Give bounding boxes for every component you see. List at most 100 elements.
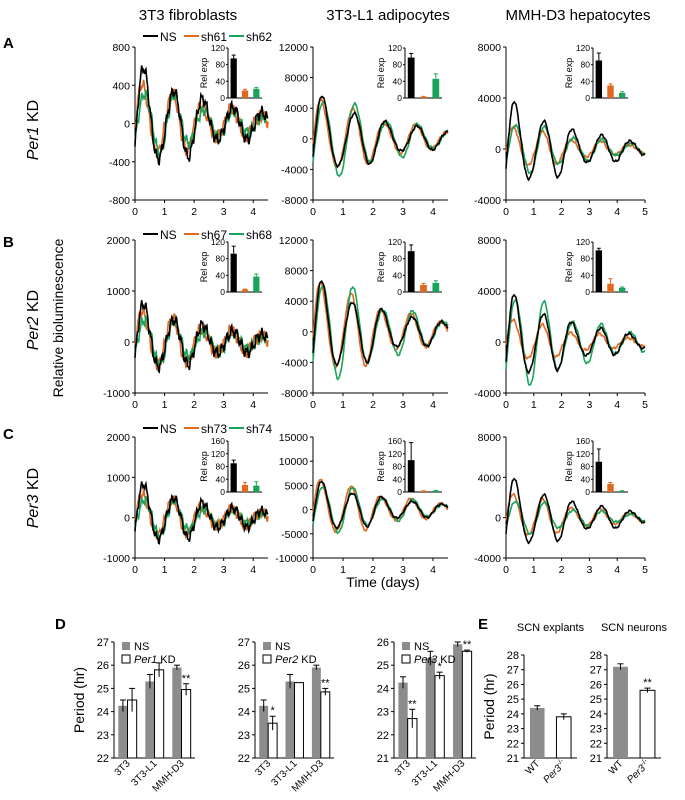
y-tick-label: 25 (377, 660, 389, 672)
inset-y-tick-label: 40 (393, 270, 403, 280)
bar-ns (398, 682, 408, 758)
trace-ns (134, 480, 269, 545)
category-label: Per3-/- (625, 757, 654, 786)
panel-letter-a: A (3, 35, 14, 52)
trace-kd2 (505, 499, 646, 536)
category-name: WT (607, 758, 626, 777)
trace-kd2 (312, 100, 449, 178)
y-tick-label: 2000 (107, 432, 131, 444)
x-tick-label: 4 (614, 564, 620, 576)
y-tick-label: 4000 (478, 93, 502, 105)
x-tick-label: 3 (586, 564, 592, 576)
row-label-per2-suffix: KD (25, 290, 42, 317)
y-tick-label: 400 (112, 80, 130, 92)
legend-row-b: NS sh67 sh68 (143, 228, 272, 242)
y-tick-label: -4000 (474, 388, 501, 400)
trace-kd1 (505, 124, 646, 167)
y-axis-label: Relative bioluminescence (50, 238, 66, 397)
row-label-per3-gene: Per3 (25, 494, 42, 528)
legend-swatch-kd (401, 654, 411, 664)
x-tick-label: 2 (370, 206, 376, 218)
x-tick-label: 0 (503, 206, 509, 218)
y-tick-label: -8000 (281, 388, 308, 400)
x-tick-label: 2 (559, 399, 565, 411)
inset-y-tick-label: 120 (211, 43, 225, 53)
x-tick-label: 3 (221, 564, 227, 576)
y-tick-label: 26 (238, 660, 250, 672)
x-tick-label: 4 (614, 399, 620, 411)
inset-bar-kd1 (607, 85, 614, 98)
inset-y-tick-label: 80 (393, 60, 403, 70)
inset-y-tick-label: 120 (388, 449, 402, 459)
legend-row-c: NS sh73 sh74 (143, 422, 272, 436)
bar-ns (311, 667, 321, 758)
legend-suffix: KD (157, 654, 175, 666)
x-tick-label: 1 (340, 399, 346, 411)
legend-swatch-kd (262, 654, 272, 664)
bar-wt (613, 666, 628, 758)
legend-swatch-ns (263, 642, 271, 650)
y-tick-label: 10000 (279, 456, 308, 468)
inset-y-tick-label: 0 (220, 93, 225, 103)
legend-label-ns: NS (160, 228, 177, 242)
inset-y-tick-label: 80 (216, 60, 226, 70)
x-tick-label: 4 (430, 399, 436, 411)
inset-y-label: Rel exp (564, 451, 574, 482)
x-tick-label: 2 (559, 206, 565, 218)
inset-y-label: Rel exp (376, 58, 386, 89)
inset-bar-kd1 (607, 283, 614, 292)
significance-mark: ** (643, 677, 652, 689)
y-tick-label: 800 (112, 42, 130, 54)
inset-y-label: Rel exp (564, 252, 574, 283)
bar-chart-e1: 21 22 23 24 25 26 27 28 Period (hr) SCN explants W… (481, 622, 585, 786)
trace-ns (312, 280, 449, 367)
inset-y-tick-label: 0 (585, 487, 590, 497)
x-tick-label: 3 (400, 399, 406, 411)
y-tick-label: 25 (590, 694, 602, 706)
category-label: 3T3 (393, 758, 413, 778)
inset-y-tick-label: 40 (216, 270, 226, 280)
inset-bar-ns (407, 251, 415, 292)
y-tick-label: 4000 (285, 103, 309, 115)
x-tick-label: 5 (642, 206, 648, 218)
y-tick-label: 2000 (107, 235, 131, 247)
inset-bar-kd1 (607, 484, 614, 492)
y-tick-label: 27 (507, 665, 519, 677)
bar-ns (145, 681, 155, 758)
x-tick-label: 2 (370, 564, 376, 576)
y-tick-label: 24 (238, 707, 250, 719)
inset-y-label: Rel exp (199, 252, 209, 283)
trace-kd2 (505, 297, 646, 386)
inset-bar-kd1 (420, 284, 427, 292)
legend-label-ns: NS (134, 641, 149, 653)
inset-y-tick-label: 120 (388, 43, 402, 53)
y-tick-label: 28 (507, 650, 519, 662)
x-tick-label: 4 (250, 399, 256, 411)
trace-ns (312, 95, 449, 169)
y-tick-label: 5000 (285, 480, 309, 492)
bar-kd (154, 669, 165, 759)
bar-kd (320, 691, 331, 759)
x-tick-label: 0 (310, 206, 316, 218)
x-tick-label: 5 (642, 399, 648, 411)
significance-mark: ** (182, 673, 191, 685)
significance-mark: * (438, 661, 443, 673)
legend-label-kd1: sh67 (201, 228, 227, 242)
category-label: Per3-/- (541, 757, 570, 786)
y-tick-label: 24 (507, 709, 519, 721)
inset-y-tick-label: 0 (585, 93, 590, 103)
inset-bar-ns (407, 57, 415, 98)
x-tick-label: 1 (531, 399, 537, 411)
row-label-per2: Per2 KD (25, 290, 42, 350)
y-tick-label: -800 (109, 195, 130, 207)
y-tick-label: 23 (377, 707, 389, 719)
x-tick-label: 0 (310, 564, 316, 576)
y-tick-label: 25 (238, 683, 250, 695)
y-tick-label: 28 (590, 650, 602, 662)
inset-y-label: Rel exp (199, 58, 209, 89)
y-tick-label: 4000 (285, 296, 309, 308)
